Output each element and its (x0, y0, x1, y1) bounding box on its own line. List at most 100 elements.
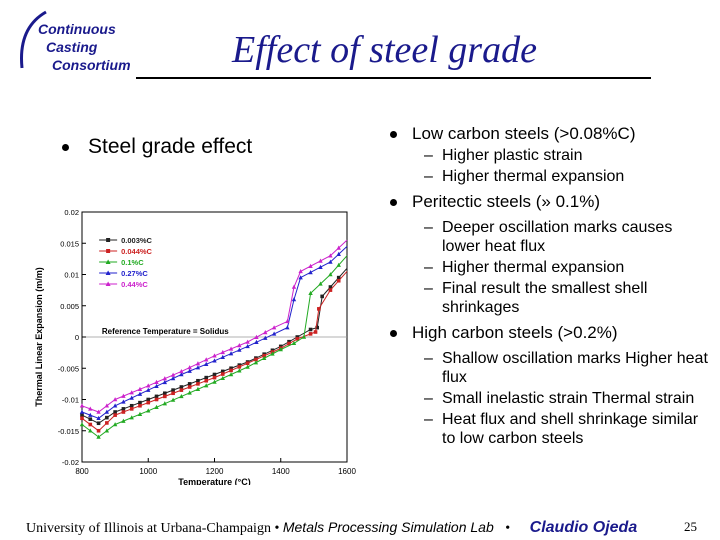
series-point-0.044%C (96, 428, 101, 433)
series-point-0.27%C (318, 264, 323, 270)
sub-bullet-text: Higher thermal expansion (442, 168, 625, 185)
legend-label-0.1%C: 0.1%C (121, 258, 144, 267)
series-point-0.1%C (170, 397, 176, 402)
consortium-logo: Continuous Casting Consortium (20, 10, 131, 73)
series-point-0.044%C (317, 307, 321, 311)
series-point-0.003%C (320, 294, 324, 299)
x-tick-label: 1200 (206, 467, 224, 476)
sub-bullet: – Higher plastic strain (424, 147, 583, 164)
sub-bullet-text: Heat flux and shell shrinkage similar to… (442, 411, 699, 447)
series-point-0.27%C (254, 339, 259, 345)
series-point-0.1%C (220, 375, 225, 381)
series-point-0.044%C (262, 353, 266, 358)
series-point-0.044%C (295, 337, 300, 341)
series-point-0.003%C (146, 397, 151, 402)
sub-bullet: – Deeper oscillation marks causes lower h… (424, 219, 673, 255)
series-point-0.044%C (129, 407, 134, 411)
sub-bullet-text: Higher plastic strain (442, 147, 583, 164)
series-point-0.003%C (278, 344, 283, 349)
series-point-0.27%C (195, 365, 201, 370)
sub-bullet: – Higher thermal expansion (424, 259, 625, 276)
series-point-0.003%C (220, 369, 225, 374)
series-point-0.044%C (237, 365, 242, 369)
footer-separator: • (505, 521, 511, 536)
legend-label-0.044%C: 0.044%C (121, 247, 152, 256)
y-tick-label: -0.01 (62, 396, 79, 405)
series-point-0.1%C (112, 422, 118, 427)
series-point-0.27%C (220, 354, 225, 359)
sub-bullet: – Higher thermal expansion (424, 168, 625, 185)
logo-line-1: Continuous (38, 21, 116, 37)
series-point-0.044%C (308, 332, 313, 336)
series-point-0.27%C (121, 399, 126, 404)
legend-marker-0.27%C (105, 270, 111, 275)
series-point-0.1%C (104, 428, 110, 433)
series-point-0.003%C (328, 285, 333, 289)
y-tick-label: 0.01 (64, 271, 79, 280)
sub-bullet-text: Shallow oscillation marks Higher heat fl… (442, 350, 708, 386)
series-point-0.044%C (336, 278, 341, 283)
x-tick-label: 800 (75, 467, 89, 476)
series-point-0.1%C (96, 434, 101, 439)
x-axis-label: Temperature (°C) (178, 477, 250, 485)
legend-label-0.003%C: 0.003%C (121, 236, 152, 245)
series-point-0.44%C (137, 386, 143, 391)
series-point-0.27%C (179, 372, 184, 377)
bullet-dot (62, 144, 69, 151)
series-point-0.044%C (163, 394, 167, 399)
series-point-0.44%C (112, 397, 118, 402)
sub-bullet-text: Higher thermal expansion (442, 259, 625, 276)
series-point-0.44%C (162, 376, 168, 381)
bullet-dot (390, 199, 397, 206)
series-point-0.003%C (88, 417, 93, 421)
series-point-0.044%C (313, 330, 318, 334)
y-axis-label: Thermal Linear Expansion (m/m) (34, 267, 44, 407)
reference-annotation: Reference Temperature = Solidus (102, 327, 229, 336)
series-point-0.27%C (228, 351, 234, 356)
series-point-0.27%C (298, 275, 303, 280)
series-point-0.003%C (336, 275, 341, 280)
series-point-0.44%C (285, 318, 290, 324)
series-point-0.44%C (212, 353, 217, 358)
series-point-0.003%C (229, 366, 233, 371)
series-point-0.1%C (237, 368, 242, 373)
legend-marker-0.1%C (105, 259, 111, 264)
footer-separator: • (274, 521, 280, 536)
series-point-0.27%C (212, 358, 217, 363)
series-point-0.1%C (261, 355, 267, 361)
series-point-0.44%C (170, 372, 176, 377)
footer-author: Claudio Ojeda (529, 519, 638, 536)
series-point-0.1%C (278, 347, 283, 352)
series-point-0.044%C (179, 388, 184, 392)
legend-marker-0.003%C (106, 238, 111, 242)
series-point-0.27%C (79, 409, 85, 414)
y-tick-label: 0.015 (60, 239, 79, 248)
series-point-0.003%C (295, 335, 300, 339)
x-tick-label: 1400 (272, 467, 290, 476)
series-point-0.27%C (129, 395, 134, 400)
series-point-0.044%C (245, 361, 250, 366)
page-number: 25 (684, 519, 697, 534)
series-point-0.44%C (228, 346, 234, 351)
series-point-0.44%C (291, 284, 297, 289)
series-point-0.003%C (163, 391, 167, 396)
series-point-0.1%C (88, 428, 93, 433)
series-point-0.044%C (254, 357, 258, 362)
logo-arc (20, 10, 47, 69)
series-point-0.27%C (137, 391, 143, 396)
bullet-dot (390, 330, 397, 337)
sub-bullet: – Small inelastic strain Thermal strain (424, 390, 695, 407)
x-tick-label: 1000 (139, 467, 157, 476)
series-point-0.44%C (271, 325, 277, 330)
series-point-0.44%C (154, 379, 159, 384)
series-point-0.44%C (187, 365, 192, 370)
legend-marker-0.044%C (106, 249, 111, 253)
series-point-0.44%C (254, 334, 259, 340)
series-point-0.27%C (154, 383, 159, 389)
logo-line-3: Consortium (52, 57, 131, 73)
series-point-0.003%C (121, 407, 126, 411)
series-point-0.003%C (105, 415, 109, 420)
series-point-0.003%C (154, 394, 159, 399)
series-point-0.003%C (315, 325, 319, 330)
series-point-0.1%C (301, 334, 307, 339)
